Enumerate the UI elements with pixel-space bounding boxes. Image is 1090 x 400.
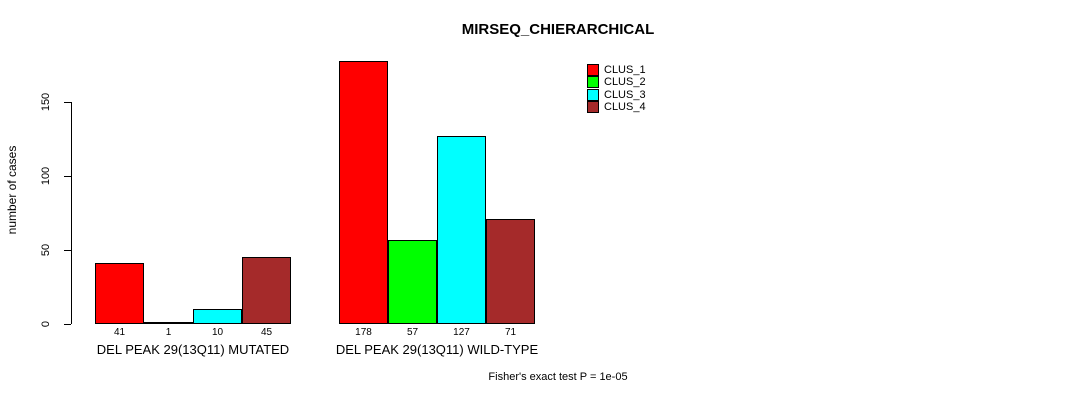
stat-annotation: Fisher's exact test P = 1e-05 [488,371,628,383]
x-category-label: DEL PEAK 29(13Q11) WILD-TYPE [335,342,539,357]
bar-clus_1 [339,61,388,324]
bar-clus_3 [437,136,486,324]
legend-label: CLUS_2 [604,76,646,89]
legend-swatch-icon [587,88,599,101]
legend-item: CLUS_3 [587,88,646,101]
bar-value-label: 1 [165,327,172,338]
bar-clus_4 [486,219,535,324]
y-tick-label: 0 [40,320,52,328]
x-category-label: DEL PEAK 29(13Q11) MUTATED [96,342,290,357]
legend-item: CLUS_1 [587,64,646,76]
legend-label: CLUS_1 [604,64,646,76]
y-axis-tick [64,102,71,103]
legend-label: CLUS_3 [604,88,646,101]
bar-value-label: 127 [453,327,470,338]
y-tick-label: 150 [40,92,52,112]
y-axis-label: number of cases [5,145,19,235]
chart-title: MIRSEQ_CHIERARCHICAL [461,21,655,38]
legend-item: CLUS_4 [587,101,646,114]
legend-swatch-icon [587,64,599,76]
bar-clus_2 [144,322,193,324]
y-axis-line [71,102,72,324]
legend-label: CLUS_4 [604,101,646,114]
bar-value-label: 57 [406,327,419,338]
bar-clus_2 [388,240,437,324]
bar-value-label: 45 [260,327,273,338]
bar-clus_1 [95,263,144,324]
bar-value-label: 71 [504,327,517,338]
bar-clus_4 [242,257,291,324]
bar-value-label: 10 [211,327,224,338]
bar-value-label: 178 [355,327,372,338]
legend-swatch-icon [587,101,599,114]
y-axis-tick [64,176,71,177]
y-axis-tick [64,250,71,251]
bar-value-label: 41 [113,327,126,338]
y-tick-label: 50 [40,243,52,257]
legend-item: CLUS_2 [587,76,646,89]
legend-swatch-icon [587,76,599,89]
bar-clus_3 [193,309,242,324]
y-tick-label: 100 [40,166,52,186]
y-axis-tick [64,324,71,325]
